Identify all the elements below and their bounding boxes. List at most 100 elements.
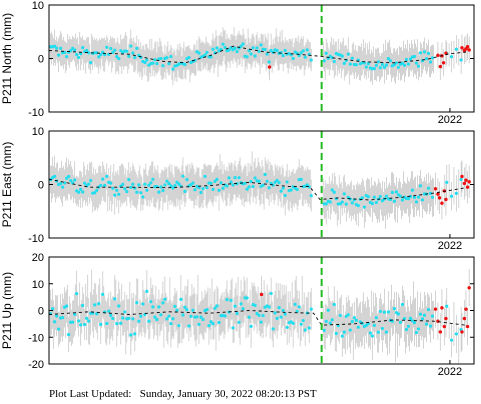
data-point (55, 314, 59, 318)
data-point (205, 50, 209, 55)
data-point (213, 306, 217, 310)
data-point (129, 333, 133, 337)
recent-point (440, 306, 444, 310)
data-point (324, 202, 328, 206)
data-point (406, 324, 411, 328)
data-point (101, 292, 105, 296)
data-point (141, 302, 145, 306)
data-point (332, 59, 336, 64)
data-point (133, 332, 137, 336)
data-point (297, 305, 301, 309)
recent-point (467, 180, 471, 184)
recent-point (462, 316, 467, 321)
data-point (63, 181, 67, 185)
data-point (243, 181, 247, 185)
data-point (334, 331, 338, 336)
data-point (408, 194, 413, 198)
data-point (51, 307, 55, 311)
data-point (233, 304, 237, 308)
data-point (157, 305, 161, 309)
data-point (197, 322, 201, 326)
data-point (193, 188, 197, 192)
data-point (99, 322, 103, 327)
data-point (135, 190, 139, 194)
data-point (141, 195, 145, 199)
data-point (253, 176, 257, 180)
data-point (143, 182, 147, 186)
data-point (237, 176, 241, 180)
data-point (129, 185, 133, 190)
data-point (297, 53, 301, 58)
y-axis-label: P211 Up (mm) (0, 272, 14, 349)
data-point (223, 45, 227, 49)
data-point (360, 196, 364, 200)
data-point (263, 47, 267, 52)
data-point (123, 310, 127, 314)
data-point (392, 199, 397, 203)
data-point (400, 198, 405, 202)
data-point (213, 179, 217, 183)
recent-point (267, 65, 272, 69)
data-point (426, 51, 431, 55)
panel-0: -10 0 10 2022 P211 North (mm) (0, 0, 475, 126)
data-point (169, 54, 173, 59)
data-point (65, 54, 69, 59)
data-point (283, 48, 287, 53)
data-point (121, 316, 125, 320)
data-point (376, 60, 380, 64)
x-tick-label: 2022 (438, 240, 462, 252)
data-point (356, 325, 360, 329)
data-point (449, 55, 454, 59)
data-point (402, 63, 407, 67)
data-point (386, 310, 390, 314)
data-point (67, 174, 71, 179)
data-point (382, 310, 386, 314)
data-point (161, 64, 165, 68)
data-point (189, 314, 193, 318)
data-point (131, 182, 135, 186)
data-point (157, 190, 161, 194)
data-point (175, 308, 179, 312)
data-point (376, 330, 380, 334)
data-point (133, 55, 137, 60)
data-point (149, 181, 153, 185)
data-point (295, 187, 299, 192)
data-point (159, 56, 163, 61)
data-point (426, 186, 431, 190)
data-points (49, 172, 463, 209)
data-points (49, 42, 463, 71)
data-point (181, 313, 185, 317)
data-point (285, 325, 289, 329)
data-point (229, 180, 233, 184)
data-point (430, 195, 435, 199)
data-point (127, 316, 131, 320)
data-point (378, 309, 382, 313)
data-point (237, 320, 241, 324)
data-point (330, 318, 334, 322)
data-point (115, 55, 119, 59)
data-point (87, 319, 91, 323)
data-point (111, 50, 115, 54)
data-point (346, 313, 350, 317)
y-axis-label: P211 East (mm) (0, 142, 14, 228)
data-point (328, 321, 332, 325)
data-point (193, 58, 197, 62)
recent-point (433, 187, 438, 191)
data-point (422, 313, 427, 317)
data-point (445, 304, 449, 308)
data-point (257, 313, 261, 317)
data-point (309, 194, 313, 198)
data-point (340, 200, 344, 204)
data-point (265, 179, 269, 183)
recent-point (460, 174, 464, 179)
data-point (404, 57, 409, 62)
y-tick-label: 0 (38, 180, 44, 192)
data-point (53, 174, 57, 179)
data-point (247, 185, 251, 189)
data-point (241, 42, 245, 46)
data-point (454, 332, 458, 336)
recent-point (460, 46, 464, 50)
data-point (81, 190, 85, 194)
data-point (183, 305, 187, 309)
